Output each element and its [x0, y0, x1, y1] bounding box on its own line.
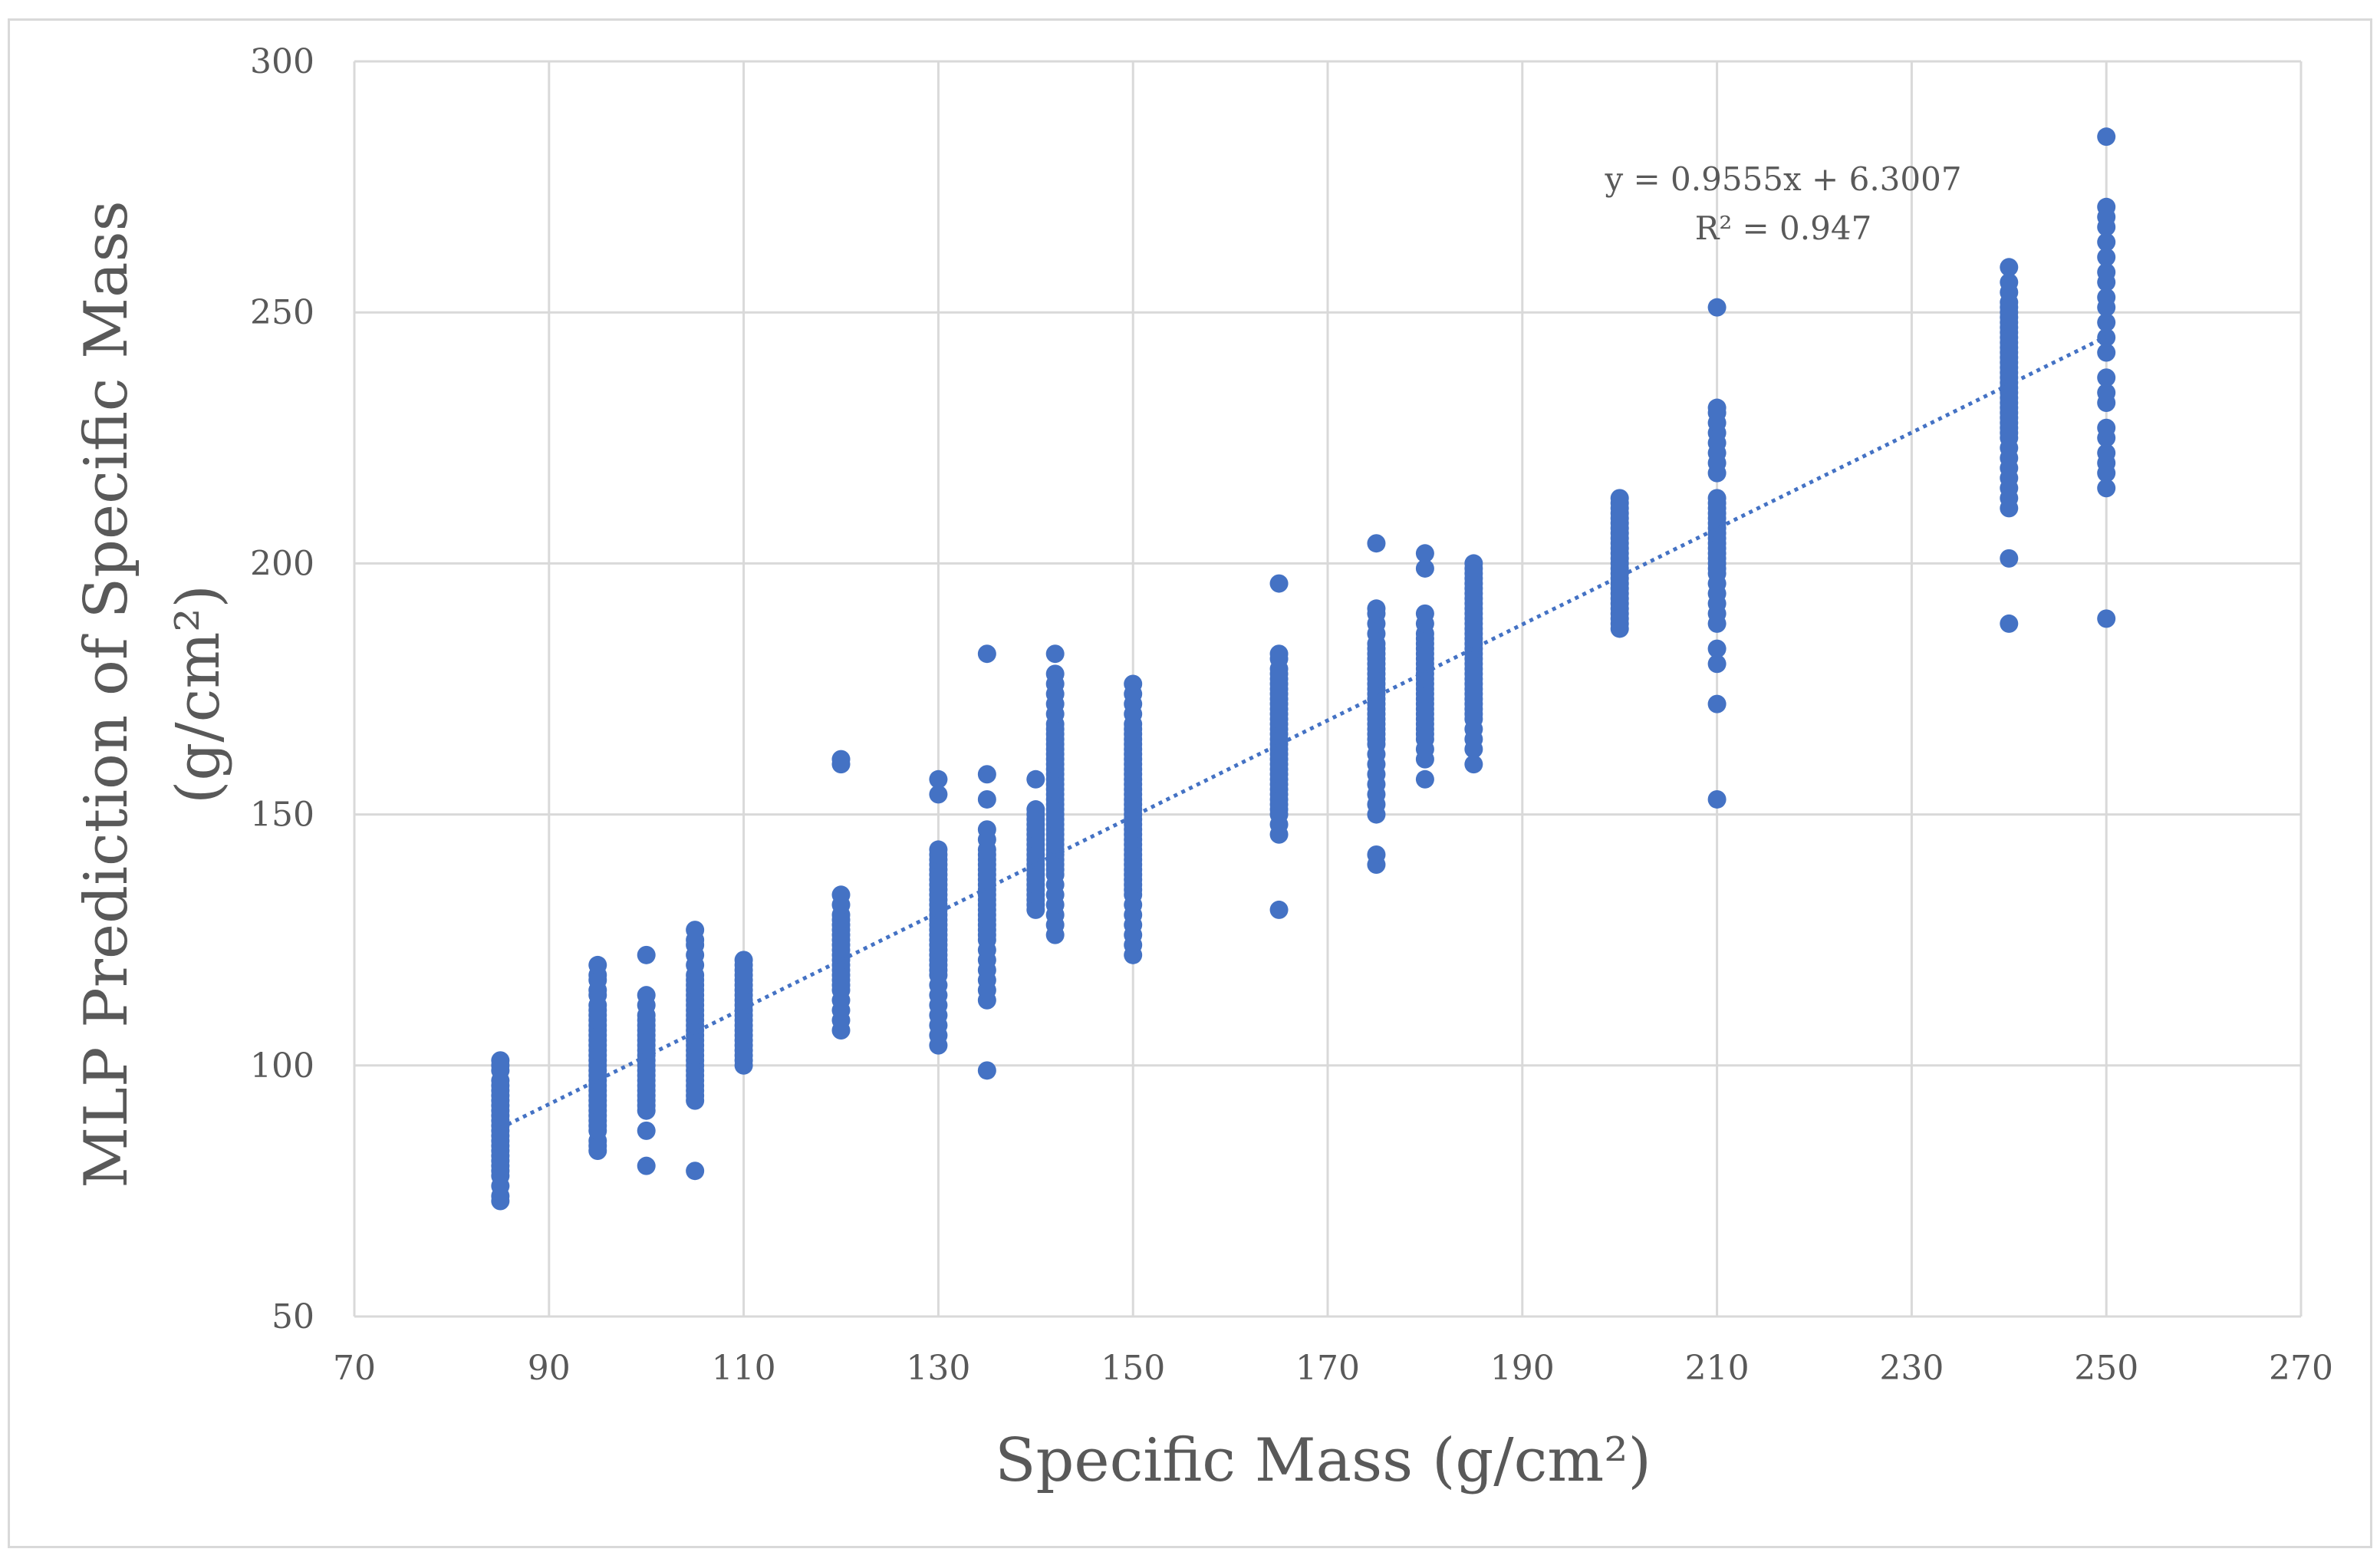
data-point — [1610, 489, 1629, 508]
data-point — [2097, 418, 2116, 437]
y-axis-title-line1: MLP Prediction of Specific Mass — [72, 200, 141, 1188]
data-point — [1026, 769, 1045, 789]
y-tick-label: 150 — [250, 796, 314, 835]
data-point — [1707, 789, 1727, 809]
data-point — [977, 644, 996, 664]
x-tick-label: 250 — [2074, 1349, 2138, 1388]
data-point — [2097, 609, 2116, 628]
data-point — [929, 785, 948, 804]
data-point — [831, 750, 851, 769]
data-point — [637, 986, 656, 1005]
data-point — [1464, 554, 1483, 573]
data-point — [1707, 298, 1727, 317]
x-tick-label: 90 — [528, 1349, 571, 1388]
x-tick-label: 130 — [906, 1349, 970, 1388]
y-tick-labels: 50 100 150 200 250 300 — [250, 42, 314, 1336]
data-point — [977, 789, 996, 809]
data-point — [929, 840, 948, 859]
data-point — [1707, 489, 1727, 508]
data-point — [2000, 614, 2019, 633]
chart-frame — [8, 18, 2372, 1548]
data-point — [588, 955, 607, 974]
data-point — [2097, 479, 2116, 498]
data-point — [831, 885, 851, 905]
data-point — [977, 820, 996, 839]
trendline-line — [499, 334, 2108, 1130]
y-tick-label: 300 — [250, 42, 314, 81]
x-tick-label: 170 — [1295, 1349, 1360, 1388]
data-point — [2097, 313, 2116, 332]
x-tick-label: 70 — [333, 1349, 376, 1388]
data-point — [2000, 272, 2019, 292]
trendline-equation: y = 0.9555x + 6.3007 — [1604, 160, 1961, 198]
y-tick-label: 50 — [272, 1297, 314, 1336]
x-tick-label: 150 — [1101, 1349, 1165, 1388]
data-point — [1707, 398, 1727, 417]
data-point — [2097, 127, 2116, 147]
y-tick-label: 100 — [250, 1046, 314, 1086]
data-point — [1707, 654, 1727, 674]
data-point — [1415, 769, 1434, 789]
data-points — [491, 127, 2116, 1211]
x-tick-label: 210 — [1685, 1349, 1750, 1388]
data-point — [1367, 845, 1386, 864]
y-axis-title-line2: (g/cm²) — [164, 585, 233, 804]
data-point — [637, 945, 656, 964]
trendline-r-squared: R² = 0.947 — [1695, 209, 1872, 247]
data-point — [1707, 639, 1727, 658]
y-tick-label: 250 — [250, 293, 314, 332]
data-point — [2097, 232, 2116, 252]
data-point — [1707, 694, 1727, 713]
data-point — [686, 1162, 705, 1181]
data-point — [1367, 534, 1386, 553]
data-point — [1269, 574, 1289, 593]
data-point — [1026, 800, 1045, 819]
data-point — [1415, 604, 1434, 623]
data-point — [2097, 197, 2116, 216]
data-point — [734, 951, 753, 970]
data-point — [2097, 443, 2116, 463]
data-point — [2000, 258, 2019, 277]
data-point — [2097, 343, 2116, 362]
data-point — [2097, 248, 2116, 267]
data-point — [2097, 383, 2116, 402]
y-tick-label: 200 — [250, 544, 314, 583]
data-point — [1045, 644, 1065, 664]
data-point — [1124, 674, 1143, 694]
data-point — [929, 769, 948, 789]
data-point — [1464, 755, 1483, 774]
data-point — [637, 1156, 656, 1175]
data-point — [1367, 599, 1386, 618]
x-axis-title: Specific Mass (g/cm²) — [995, 1426, 1651, 1495]
trendline — [499, 334, 2108, 1130]
data-point — [2097, 288, 2116, 307]
data-point — [637, 1121, 656, 1140]
data-point — [1045, 664, 1065, 684]
data-point — [1269, 900, 1289, 919]
x-tick-label: 190 — [1490, 1349, 1555, 1388]
data-point — [1415, 544, 1434, 563]
data-point — [2097, 262, 2116, 282]
data-point — [1415, 559, 1434, 578]
data-point — [2000, 549, 2019, 568]
x-tick-label: 270 — [2269, 1349, 2333, 1388]
data-point — [686, 921, 705, 940]
data-point — [491, 1051, 510, 1070]
x-tick-labels: 70 90 110 130 150 170 190 210 230 250 270 — [333, 1349, 2333, 1388]
data-point — [977, 1061, 996, 1080]
data-point — [2097, 368, 2116, 387]
x-tick-label: 110 — [712, 1349, 776, 1388]
data-point — [1269, 644, 1289, 664]
x-tick-label: 230 — [1879, 1349, 1944, 1388]
data-point — [977, 765, 996, 784]
